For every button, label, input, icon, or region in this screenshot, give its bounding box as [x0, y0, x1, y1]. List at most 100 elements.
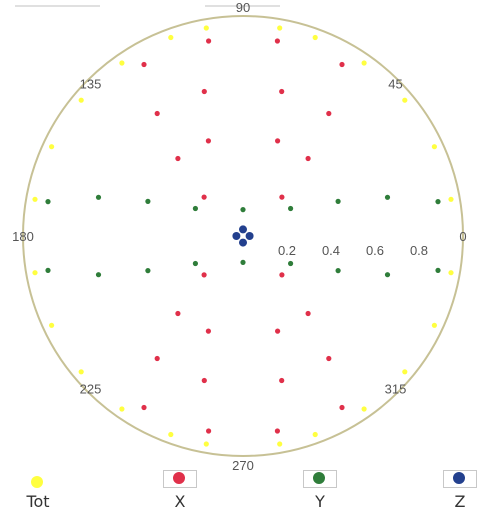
data-point-tot	[119, 60, 125, 66]
data-point-tot	[168, 34, 174, 41]
radial-tick-label: 0.4	[322, 243, 340, 258]
angle-label-315: 315	[385, 382, 407, 397]
data-point-x	[339, 404, 345, 411]
data-point-tot	[361, 60, 367, 66]
data-point-tot	[402, 97, 408, 103]
data-point-x	[279, 88, 285, 95]
data-point-x	[201, 88, 207, 95]
data-point-tot	[312, 431, 318, 438]
series-x	[141, 38, 345, 434]
legend-label-tot: Tot	[26, 492, 50, 511]
x-marker-icon	[173, 472, 185, 484]
data-point-tot	[448, 196, 454, 202]
data-point-tot	[203, 441, 209, 447]
data-point-x	[275, 138, 281, 144]
data-point-tot	[448, 270, 454, 276]
data-point-x	[175, 155, 181, 162]
axis-labels: 90 45 135 180 0 225 270 315 0.2 0.4 0.6 0.8	[12, 0, 466, 473]
angle-label-225: 225	[80, 382, 102, 397]
legend-item-x[interactable]: X	[160, 468, 200, 512]
data-point-y	[384, 194, 391, 200]
angle-label-90: 90	[236, 0, 250, 15]
data-point-y	[384, 272, 391, 278]
polar-axes	[15, 5, 464, 457]
data-point-x	[274, 38, 280, 44]
angle-label-45: 45	[388, 77, 402, 92]
data-point-y	[145, 198, 151, 204]
data-point-tot	[32, 270, 38, 276]
data-point-tot	[402, 369, 408, 375]
data-point-x	[279, 194, 285, 200]
radial-tick-label: 0.6	[366, 243, 384, 258]
data-point-y	[95, 272, 102, 278]
data-point-tot	[277, 441, 283, 447]
legend-item-tot[interactable]: Tot	[18, 468, 58, 512]
data-point-z	[239, 238, 247, 247]
angle-label-180: 180	[12, 229, 34, 244]
data-point-x	[326, 110, 332, 117]
legend-label-x: X	[174, 492, 186, 511]
data-point-x	[175, 310, 181, 317]
data-point-y	[240, 259, 246, 265]
data-point-x	[201, 194, 207, 200]
data-point-tot	[49, 322, 55, 328]
data-point-tot	[168, 431, 174, 438]
series-tot	[32, 25, 454, 447]
radial-tick-label: 0.8	[410, 243, 428, 258]
data-point-tot	[431, 144, 437, 150]
data-point-z	[232, 232, 241, 240]
data-point-x	[339, 61, 345, 68]
series-y	[45, 194, 441, 278]
radial-tick-label: 0.2	[278, 243, 296, 258]
data-point-z	[239, 225, 247, 234]
data-point-y	[435, 199, 441, 205]
legend-item-y[interactable]: Y	[300, 468, 340, 512]
y-marker-icon	[313, 472, 325, 484]
angle-label-270: 270	[232, 458, 254, 470]
data-point-y	[45, 199, 51, 205]
data-point-x	[274, 428, 280, 434]
data-point-y	[192, 205, 198, 212]
data-point-x	[206, 428, 212, 434]
data-point-tot	[49, 144, 55, 150]
data-point-y	[335, 198, 341, 204]
polar-plot: 90 45 135 180 0 225 270 315 0.2 0.4 0.6 0.8	[12, 0, 466, 473]
legend-label-z: Z	[454, 492, 466, 511]
data-point-x	[141, 61, 147, 68]
data-point-x	[305, 310, 311, 317]
data-point-tot	[361, 406, 367, 412]
z-marker-icon	[453, 472, 465, 484]
data-point-tot	[78, 97, 84, 103]
data-point-y	[288, 205, 294, 212]
data-point-tot	[78, 369, 84, 375]
data-point-tot	[277, 25, 283, 31]
data-point-tot	[32, 196, 38, 202]
data-points	[32, 25, 454, 447]
data-point-x	[154, 110, 160, 117]
data-point-x	[275, 328, 281, 334]
outer-circle	[22, 15, 464, 457]
data-point-tot	[431, 322, 437, 328]
data-point-y	[288, 260, 294, 267]
data-point-x	[206, 38, 212, 44]
data-point-x	[326, 355, 332, 362]
data-point-x	[141, 404, 147, 411]
data-point-y	[240, 207, 246, 213]
data-point-y	[145, 268, 151, 274]
legend-item-z[interactable]: Z	[440, 468, 480, 512]
series-z	[232, 225, 254, 247]
data-point-y	[435, 267, 441, 273]
data-point-y	[192, 260, 198, 267]
data-point-y	[95, 194, 102, 200]
data-point-x	[201, 377, 207, 384]
legend-label-y: Y	[315, 492, 325, 511]
data-point-x	[279, 272, 285, 278]
data-point-y	[335, 268, 341, 274]
data-point-tot	[312, 34, 318, 41]
data-point-x	[154, 355, 160, 362]
angle-label-0: 0	[459, 229, 466, 244]
data-point-x	[205, 138, 211, 144]
data-point-x	[305, 155, 311, 162]
data-point-x	[205, 328, 211, 334]
